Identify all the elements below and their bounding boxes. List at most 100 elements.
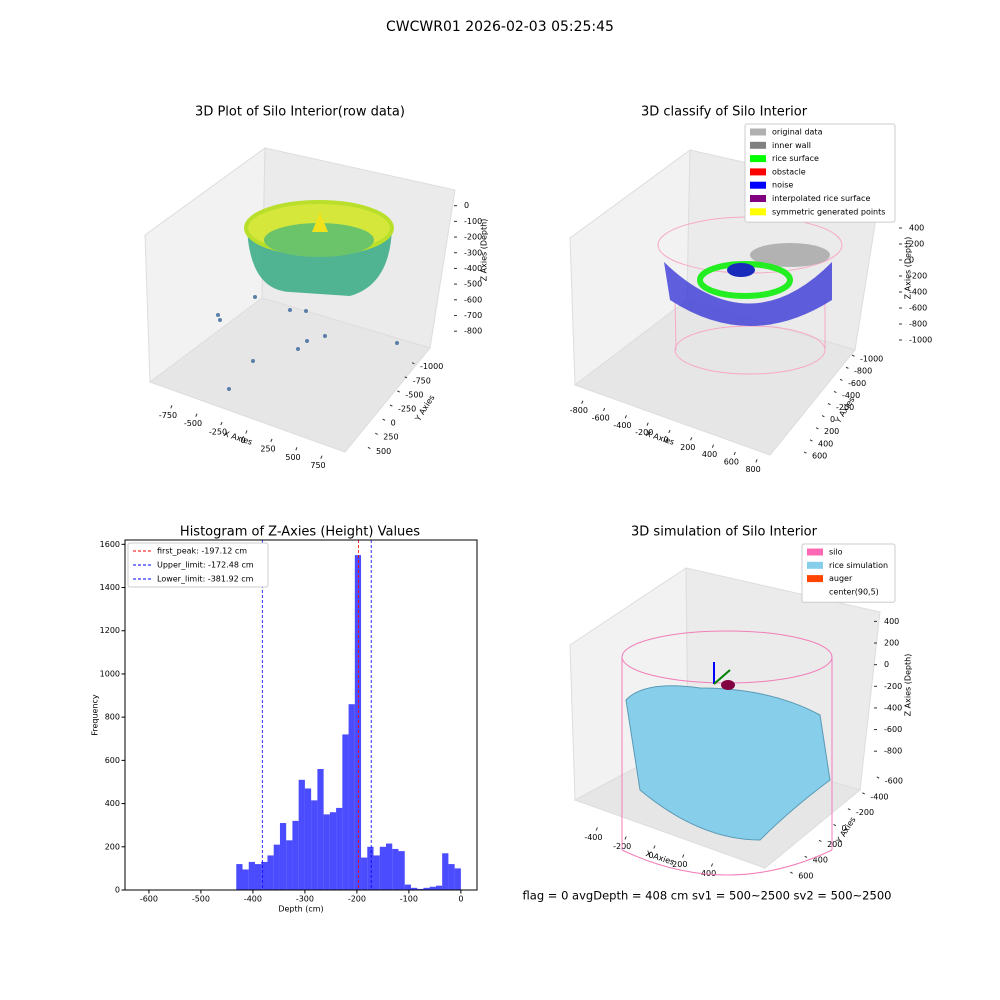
legend-label: symmetric generated points [772,207,885,216]
silo-side [674,299,677,351]
tick-mark [804,855,808,858]
y-tick-label: 400 [818,439,833,448]
outlier [227,387,231,391]
z-tick-label: -300 [464,248,482,257]
bar [304,788,312,890]
bar [454,868,461,890]
z-tick-label: -100 [464,217,482,226]
legend-label: Upper_limit: -172.48 cm [157,561,254,570]
z-tick-label: 200 [909,240,924,249]
bar [410,887,418,890]
panel-title: 3D Plot of Silo Interior(row data) [195,105,405,120]
tick-mark [833,824,837,827]
y-tick-label: -750 [413,376,431,385]
x-tick-label: 0 [240,436,245,445]
z-tick-label: 200 [884,639,899,648]
y-tick-label: 250 [383,433,398,442]
bar [423,887,430,890]
figure-title: CWCWR01 2026-02-03 05:25:45 [386,19,614,35]
y-tick-label: 0 [391,419,396,428]
x-tick-label: 400 [702,450,717,459]
bar [292,820,299,890]
bar [286,840,293,890]
tick-mark [827,403,831,406]
x-tick-label: -400 [244,895,262,904]
tick-mark [809,439,813,442]
x-tick-label: -400 [584,833,602,842]
bar [336,807,343,890]
bar [242,869,249,890]
tick-mark [833,390,837,394]
x-tick-label: -600 [592,414,610,423]
legend-swatch [750,128,766,136]
tick-mark [595,827,598,831]
z-tick-label: -200 [464,233,482,242]
y-tick-label: -400 [842,391,860,400]
x-tick-label: 0 [648,851,653,860]
y-tick-label: 1000 [100,669,120,678]
auger [721,680,735,690]
y-tick-label: -800 [854,367,872,376]
inner-wall [750,243,830,267]
z-tick-label: -400 [884,703,902,712]
bar [354,555,362,890]
x-tick-label: -100 [400,895,418,904]
legend-swatch [750,141,766,149]
y-tick-label: 200 [824,427,839,436]
z-tick-label: -200 [909,272,927,281]
outlier [218,318,222,322]
bar [435,885,443,890]
tick-mark [845,366,849,369]
outlier [323,334,327,338]
tick-mark [710,863,714,867]
x-tick-label: 0 [663,436,668,445]
legend-swatch [750,168,766,176]
bar [379,846,387,890]
peak [312,212,328,232]
z-tick-label: -200 [884,682,902,691]
z-tick-label: -800 [464,327,482,336]
x-tick-label: 500 [285,453,300,462]
tick-mark [668,429,671,434]
y-axis-label: Frequency [91,694,100,736]
z-tick-label: -600 [464,295,482,304]
panel-title: Histogram of Z-Axies (Height) Values [180,525,420,540]
y-tick-label: -200 [836,403,854,412]
bar [442,853,449,890]
outlier [296,347,300,351]
scene-classify [657,216,843,375]
x-tick-label: -800 [570,406,588,415]
x-tick-label: 750 [310,461,325,470]
tick-mark [624,415,627,419]
x-tick-label: -500 [192,895,210,904]
outlier [304,309,308,313]
tick-mark [755,459,758,463]
outlier [216,313,220,317]
tick-mark [876,776,880,779]
legend-swatch [750,208,766,216]
y-tick-label: 600 [105,756,120,765]
y-tick-label: 400 [813,856,828,865]
tick-mark [711,444,715,448]
pane-floor [148,297,431,453]
plots: -750-500-25002505007505002500-250-500-75… [91,123,932,914]
bar [367,846,374,890]
bar [261,861,268,890]
tick-mark [411,362,415,365]
outlier [288,308,292,312]
outlier [395,341,399,345]
tick-mark [170,405,173,409]
tick-mark [367,446,371,450]
bar [386,843,393,890]
bar [429,886,436,890]
legend-label: inner wall [772,141,811,150]
footer: flag = 0 avgDepth = 408 cm sv1 = 500~250… [523,889,892,903]
y-tick-label: 200 [827,840,842,849]
x-tick-label: -250 [209,428,227,437]
z-tick-label: -500 [464,280,482,289]
z-tick-label: -600 [884,725,902,734]
legend-swatch [807,548,823,556]
tick-mark [320,455,323,459]
legend-label: rice surface [772,154,819,163]
